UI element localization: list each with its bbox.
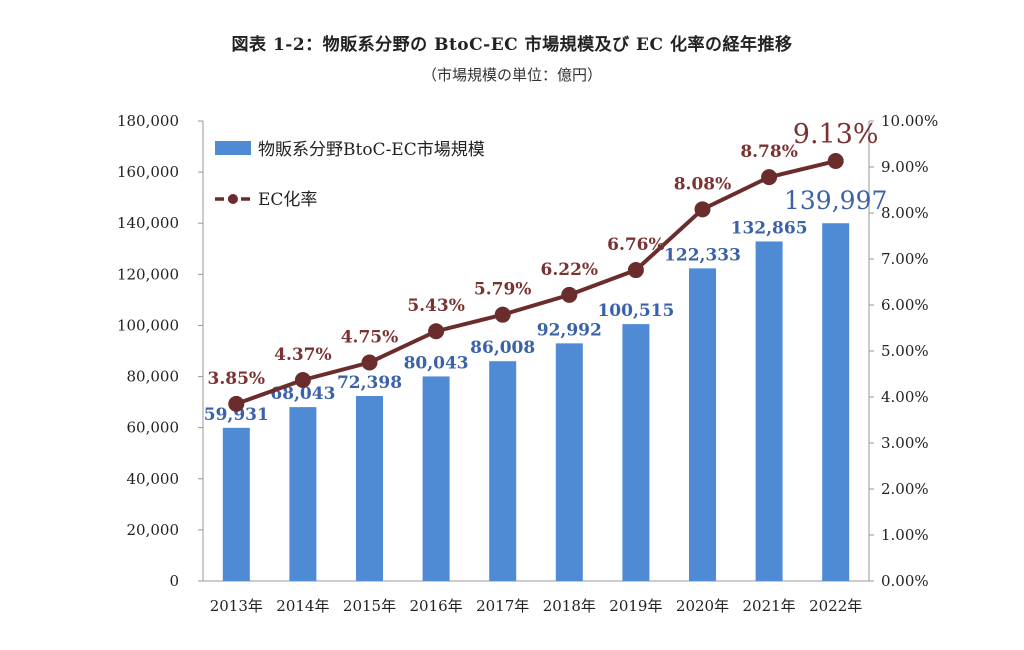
right-tick-label: 0.00% bbox=[881, 572, 929, 590]
left-tick-label: 40,000 bbox=[127, 470, 180, 488]
bar bbox=[555, 343, 583, 581]
line-data-label: 8.78% bbox=[740, 142, 798, 162]
x-tick-label: 2021年 bbox=[743, 597, 796, 615]
ec-rate-line bbox=[235, 159, 837, 406]
left-tick-label: 140,000 bbox=[117, 214, 179, 232]
ec-rate-point bbox=[627, 262, 644, 279]
bar-data-label: 86,008 bbox=[470, 338, 535, 358]
right-tick-label: 9.00% bbox=[881, 158, 929, 176]
x-tick-label: 2018年 bbox=[543, 597, 596, 615]
bar-data-label: 132,865 bbox=[731, 218, 808, 238]
ec-rate-point bbox=[827, 153, 844, 170]
left-tick-label: 20,000 bbox=[127, 521, 180, 539]
x-tick-label: 2016年 bbox=[410, 597, 463, 615]
left-tick-label: 80,000 bbox=[127, 368, 180, 386]
ec-rate-point bbox=[494, 306, 511, 323]
line-data-label: 4.37% bbox=[274, 345, 332, 365]
line-data-label: 9.13% bbox=[793, 119, 879, 150]
x-tick-label: 2022年 bbox=[809, 597, 862, 615]
x-tick-label: 2017年 bbox=[476, 597, 529, 615]
line-data-label: 5.43% bbox=[407, 296, 465, 316]
right-tick-label: 6.00% bbox=[881, 296, 929, 314]
chart-title: 図表 1-2：物販系分野の BtoC-EC 市場規模及び EC 化率の経年推移 bbox=[231, 35, 793, 55]
bar bbox=[622, 324, 650, 581]
right-tick-label: 3.00% bbox=[881, 434, 929, 452]
bar bbox=[755, 241, 783, 581]
left-tick-label: 60,000 bbox=[127, 419, 180, 437]
bar-data-label: 59,931 bbox=[204, 405, 269, 425]
bar bbox=[689, 268, 716, 581]
x-tick-label: 2014年 bbox=[276, 597, 329, 615]
bar-data-label: 92,992 bbox=[537, 320, 602, 340]
left-tick-label: 180,000 bbox=[117, 112, 179, 130]
bar bbox=[289, 407, 317, 581]
bar-data-label: 72,398 bbox=[337, 373, 402, 393]
ec-rate-point bbox=[228, 395, 245, 412]
bar bbox=[822, 223, 850, 581]
left-tick-label: 100,000 bbox=[117, 316, 179, 334]
bar bbox=[422, 376, 450, 581]
left-tick-label: 0 bbox=[169, 572, 179, 590]
bar-data-label: 139,997 bbox=[784, 186, 887, 215]
line-data-label: 4.75% bbox=[341, 328, 399, 348]
left-tick-label: 120,000 bbox=[117, 265, 179, 283]
bar-data-label: 68,043 bbox=[270, 384, 335, 404]
ec-rate-point bbox=[694, 201, 711, 218]
line-data-label: 5.79% bbox=[474, 280, 532, 300]
bar bbox=[222, 427, 250, 581]
right-tick-label: 2.00% bbox=[881, 480, 929, 498]
left-tick-label: 160,000 bbox=[117, 163, 179, 181]
line-data-label: 8.08% bbox=[674, 174, 732, 194]
line-data-label: 6.76% bbox=[607, 235, 665, 255]
right-tick-label: 10.00% bbox=[881, 112, 938, 130]
right-tick-label: 4.00% bbox=[881, 388, 929, 406]
bar-data-label: 100,515 bbox=[597, 301, 674, 321]
x-tick-label: 2019年 bbox=[609, 597, 662, 615]
x-tick-label: 2015年 bbox=[343, 597, 396, 615]
right-tick-label: 8.00% bbox=[881, 204, 929, 222]
right-tick-label: 1.00% bbox=[881, 526, 929, 544]
bar bbox=[489, 361, 517, 581]
x-tick-label: 2013年 bbox=[210, 597, 263, 615]
bar bbox=[356, 395, 383, 581]
chart-subtitle: （市場規模の単位：億円） bbox=[421, 66, 602, 84]
ec-rate-point bbox=[294, 371, 311, 388]
legend-line-marker bbox=[228, 194, 238, 204]
legend-bar-label: 物販系分野BtoC-EC市場規模 bbox=[258, 140, 485, 160]
right-tick-label: 5.00% bbox=[881, 342, 929, 360]
bar-data-label: 80,043 bbox=[404, 353, 469, 373]
line-data-label: 3.85% bbox=[208, 369, 266, 389]
ec-rate-point bbox=[428, 323, 445, 340]
x-tick-label: 2020年 bbox=[676, 597, 729, 615]
right-tick-label: 7.00% bbox=[881, 250, 929, 268]
bar-data-label: 122,333 bbox=[664, 245, 741, 265]
legend-line-label: EC化率 bbox=[258, 190, 317, 210]
ec-rate-point bbox=[561, 286, 578, 303]
line-data-label: 6.22% bbox=[541, 260, 599, 280]
ec-rate-point bbox=[761, 169, 778, 186]
ec-rate-point bbox=[361, 354, 378, 371]
legend-bar-swatch bbox=[215, 141, 251, 155]
